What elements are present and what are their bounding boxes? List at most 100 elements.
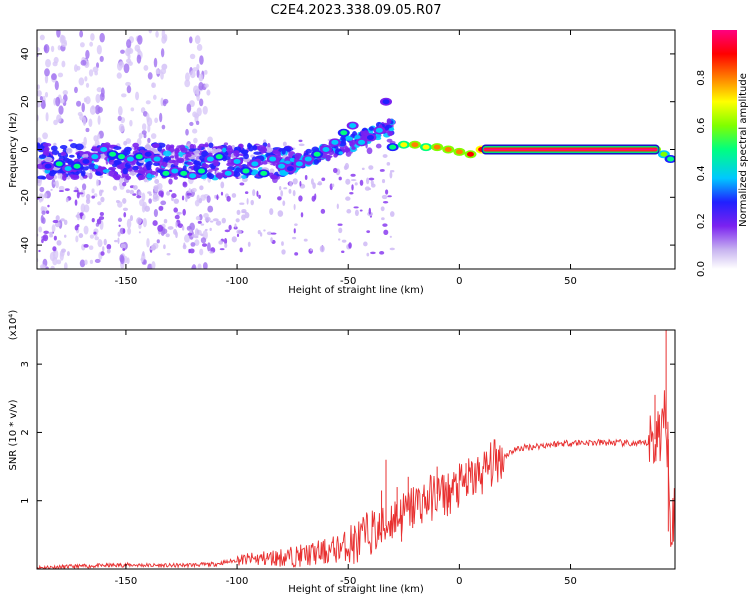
heatmap-noise-cell (219, 248, 225, 251)
heatmap-noise-cell (207, 242, 211, 252)
heatmap-noise-cell (194, 239, 200, 246)
heatmap-noise-cell (216, 194, 219, 201)
heatmap-noise-cell (126, 257, 130, 265)
heatmap-noise-cell (317, 181, 322, 186)
heatmap-noise-cell (185, 128, 189, 136)
heatmap-noise-cell (37, 179, 41, 184)
heatmap-noise-cell (122, 228, 126, 234)
heatmap-noise-cell (292, 190, 296, 197)
heatmap-noise-cell (129, 119, 133, 127)
heatmap-point (466, 151, 474, 157)
y-tick-label: 1 (20, 498, 31, 504)
heatmap-point (313, 151, 321, 157)
heatmap-noise-cell (40, 99, 46, 110)
heatmap-noise-cell (320, 208, 326, 214)
heatmap-steady-band-peak (483, 148, 658, 151)
heatmap-noise-cell (147, 123, 151, 133)
heatmap-noise-cell (125, 81, 132, 87)
heatmap-band-cell (233, 150, 240, 157)
heatmap-noise-cell (165, 233, 170, 238)
heatmap-noise-cell (349, 192, 354, 195)
heatmap-point (126, 156, 134, 162)
heatmap-noise-cell (294, 252, 299, 256)
heatmap-band-cell (88, 163, 97, 170)
heatmap-noise-cell (310, 248, 313, 252)
heatmap-noise-cell (375, 143, 382, 149)
heatmap-band-cell (70, 174, 80, 180)
heatmap-noise-cell (152, 192, 159, 200)
heatmap-noise-cell (348, 242, 352, 249)
heatmap-point (82, 158, 90, 164)
heatmap-noise-cell (231, 193, 237, 198)
heatmap-noise-cell (82, 116, 87, 126)
heatmap-noise-cell (142, 110, 148, 117)
heatmap-band-cell (151, 143, 160, 149)
heatmap-noise-cell (282, 141, 287, 147)
heatmap-noise-cell (199, 55, 204, 65)
heatmap-noise-cell (191, 187, 197, 193)
heatmap-noise-cell (146, 238, 150, 248)
heatmap-noise-cell (192, 128, 198, 134)
heatmap-noise-cell (55, 180, 59, 189)
heatmap-noise-cell (288, 188, 292, 194)
heatmap-noise-cell (203, 69, 208, 75)
heatmap-noise-cell (50, 45, 55, 53)
heatmap-noise-cell (85, 193, 91, 200)
x-tick-label: 50 (564, 576, 577, 587)
heatmap-noise-cell (138, 191, 142, 196)
heatmap-noise-cell (189, 222, 195, 231)
heatmap-noise-cell (94, 236, 99, 241)
heatmap-band-cell (138, 167, 146, 175)
heatmap-noise-cell (61, 248, 66, 253)
heatmap-point (455, 149, 463, 155)
heatmap-ridge-cell (341, 137, 346, 144)
heatmap-noise-cell (148, 198, 152, 204)
heatmap-band-cell (185, 153, 192, 158)
heatmap-band-cell (176, 157, 185, 164)
heatmap-point (278, 163, 286, 169)
heatmap-noise-cell (45, 266, 49, 269)
heatmap-noise-cell (160, 68, 167, 75)
heatmap-noise-cell (270, 237, 273, 243)
y-tick-label: 0 (20, 146, 31, 152)
heatmap-band-cell (124, 162, 131, 169)
heatmap-noise-cell (80, 203, 86, 213)
heatmap-noise-cell (77, 111, 83, 117)
heatmap-band-cell (113, 159, 121, 166)
heatmap-noise-cell (38, 226, 43, 233)
heatmap-noise-cell (129, 214, 134, 222)
heatmap-noise-cell (236, 229, 242, 235)
heatmap-noise-cell (155, 30, 159, 38)
heatmap-noise-cell (76, 224, 80, 228)
snr-plot-area (37, 330, 675, 569)
heatmap-noise-cell (43, 192, 48, 199)
heatmap-noise-cell (136, 217, 142, 225)
heatmap-noise-cell (173, 198, 180, 204)
heatmap-noise-cell (154, 186, 159, 193)
heatmap-band-cell (132, 165, 139, 171)
heatmap-noise-cell (74, 86, 78, 94)
heatmap-noise-cell (63, 234, 67, 238)
heatmap-noise-cell (173, 207, 178, 213)
heatmap-noise-cell (52, 246, 57, 252)
heatmap-noise-cell (351, 184, 354, 191)
heatmap-noise-cell (51, 73, 57, 81)
heatmap-noise-cell (126, 218, 132, 229)
heatmap-noise-cell (193, 235, 199, 239)
heatmap-band-cell (48, 170, 56, 177)
heatmap-ridge-cell (354, 135, 361, 140)
heatmap-noise-cell (91, 188, 95, 194)
heatmap-noise-cell (381, 217, 385, 221)
heatmap-noise-cell (182, 208, 186, 216)
heatmap-noise-cell (118, 123, 125, 133)
heatmap-noise-cell (370, 180, 374, 186)
heatmap-noise-cell (224, 243, 228, 248)
heatmap-noise-cell (57, 174, 61, 179)
heatmap-band-cell (187, 148, 196, 152)
heatmap-noise-cell (150, 133, 157, 139)
heatmap-point (660, 151, 668, 157)
heatmap-band-cell (270, 175, 279, 180)
heatmap-point (117, 154, 125, 160)
heatmap-noise-cell (75, 235, 79, 243)
heatmap-noise-cell (234, 223, 237, 228)
